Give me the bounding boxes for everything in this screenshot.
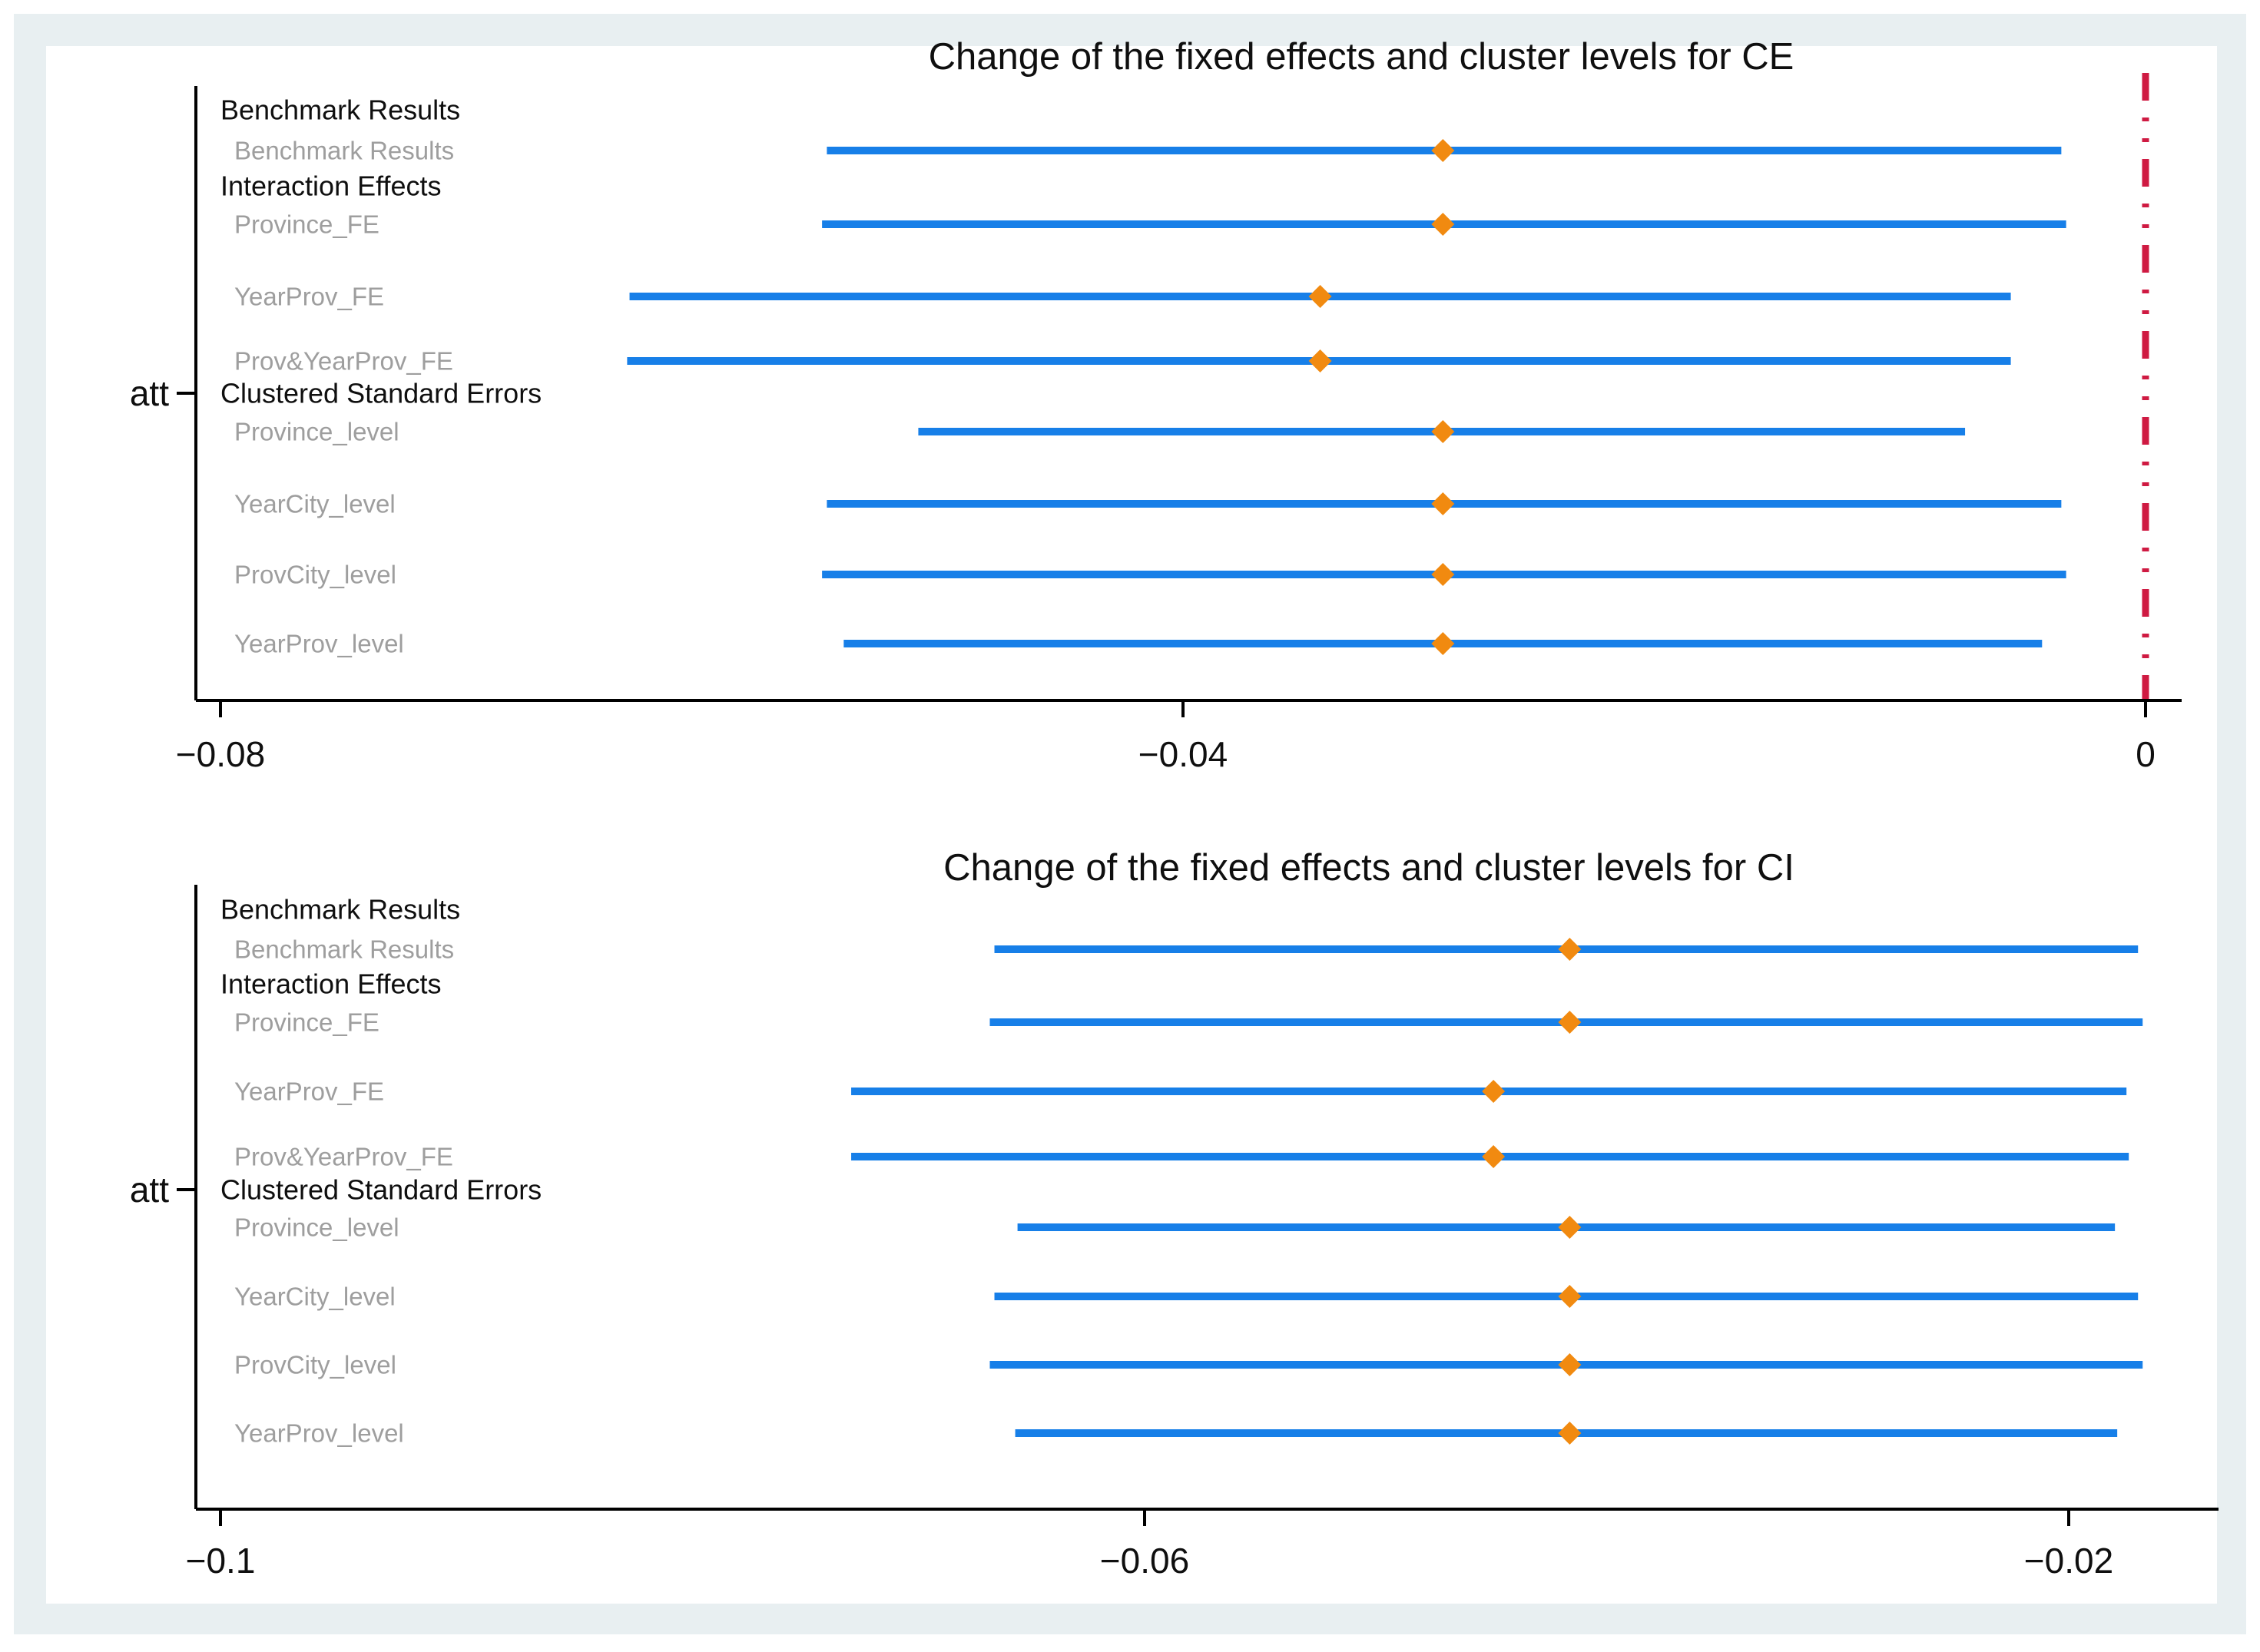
row-label-ci-province-level: Province_level [234, 1213, 399, 1242]
row-label-ci-yearprov-level: YearProv_level [234, 1419, 404, 1448]
estimate-marker-ce-provcity-level [1431, 563, 1455, 586]
row-label-ce-province-fe: Province_FE [234, 210, 379, 239]
chart-ci: −0.1 −0.06 −0.02 Benchmark Results Benchmark… [177, 885, 2219, 1581]
row-label-ci-yearcity-level: YearCity_level [234, 1283, 396, 1311]
row-label-ce-yearprov-fe: YearProv_FE [234, 283, 384, 311]
static-text-layer: Change of the fixed effects and cluster … [130, 36, 1794, 1210]
row-label-ce-yearprov-level: YearProv_level [234, 630, 404, 658]
chart-ce-title: Change of the fixed effects and cluster … [929, 36, 1794, 78]
group-heading-ci-interaction-effects: Interaction Effects [220, 968, 442, 1000]
group-heading-ce-clustered-standard-errors: Clustered Standard Errors [220, 378, 542, 409]
estimate-marker-ce-benchmark-results [1431, 139, 1455, 162]
chart-ci-title: Change of the fixed effects and cluster … [943, 847, 1794, 889]
chart-ce-yaxis-label: att [130, 373, 169, 413]
row-label-ce-yearcity-level: YearCity_level [234, 490, 396, 518]
estimate-marker-ce-yearcity-level [1431, 492, 1455, 515]
x-tick-label-ce-0-08: −0.08 [176, 734, 265, 774]
x-tick-label-ce-0-04: −0.04 [1138, 734, 1228, 774]
estimate-marker-ci-benchmark-results [1558, 938, 1582, 961]
row-label-ci-prov-yearprov-fe: Prov&YearProv_FE [234, 1143, 453, 1171]
estimate-marker-ci-prov-yearprov-fe [1482, 1145, 1506, 1168]
estimate-marker-ce-prov-yearprov-fe [1308, 349, 1332, 372]
estimate-marker-ce-province-fe [1431, 213, 1455, 236]
row-label-ce-provcity-level: ProvCity_level [234, 561, 396, 589]
group-heading-ce-interaction-effects: Interaction Effects [220, 170, 442, 202]
x-tick-label-ce-0: 0 [2136, 734, 2156, 774]
row-label-ci-provcity-level: ProvCity_level [234, 1351, 396, 1379]
chart-ci-yaxis-label: att [130, 1170, 169, 1210]
group-heading-ci-benchmark-results: Benchmark Results [220, 894, 460, 925]
figure-panel [46, 46, 2217, 1604]
estimate-marker-ci-provcity-level [1558, 1353, 1582, 1376]
estimate-marker-ci-province-fe [1558, 1011, 1582, 1034]
x-tick-label-ci-0-06: −0.06 [1100, 1541, 1189, 1581]
estimate-marker-ci-yearprov-fe [1482, 1080, 1506, 1103]
row-label-ce-benchmark-results: Benchmark Results [234, 137, 454, 165]
row-label-ci-yearprov-fe: YearProv_FE [234, 1078, 384, 1106]
chart-layer: −0.08 −0.04 0 Benchmark Results Benchmark Re… [176, 73, 2219, 1581]
estimate-marker-ce-yearprov-fe [1308, 285, 1332, 308]
row-label-ci-province-fe: Province_FE [234, 1008, 379, 1037]
x-tick-label-ci-0-1: −0.1 [186, 1541, 256, 1581]
x-tick-label-ci-0-02: −0.02 [2024, 1541, 2113, 1581]
estimate-marker-ci-yearcity-level [1558, 1285, 1582, 1308]
estimate-marker-ci-yearprov-level [1558, 1422, 1582, 1445]
row-label-ce-province-level: Province_level [234, 418, 399, 446]
estimate-marker-ci-province-level [1558, 1216, 1582, 1239]
estimate-marker-ce-province-level [1431, 420, 1455, 443]
chart-ce: −0.08 −0.04 0 Benchmark Results Benchmark Re… [176, 73, 2182, 774]
row-label-ce-prov-yearprov-fe: Prov&YearProv_FE [234, 347, 453, 376]
group-heading-ce-benchmark-results: Benchmark Results [220, 94, 460, 126]
group-heading-ci-clustered-standard-errors: Clustered Standard Errors [220, 1174, 542, 1206]
row-label-ci-benchmark-results: Benchmark Results [234, 935, 454, 964]
estimate-marker-ce-yearprov-level [1431, 632, 1455, 655]
